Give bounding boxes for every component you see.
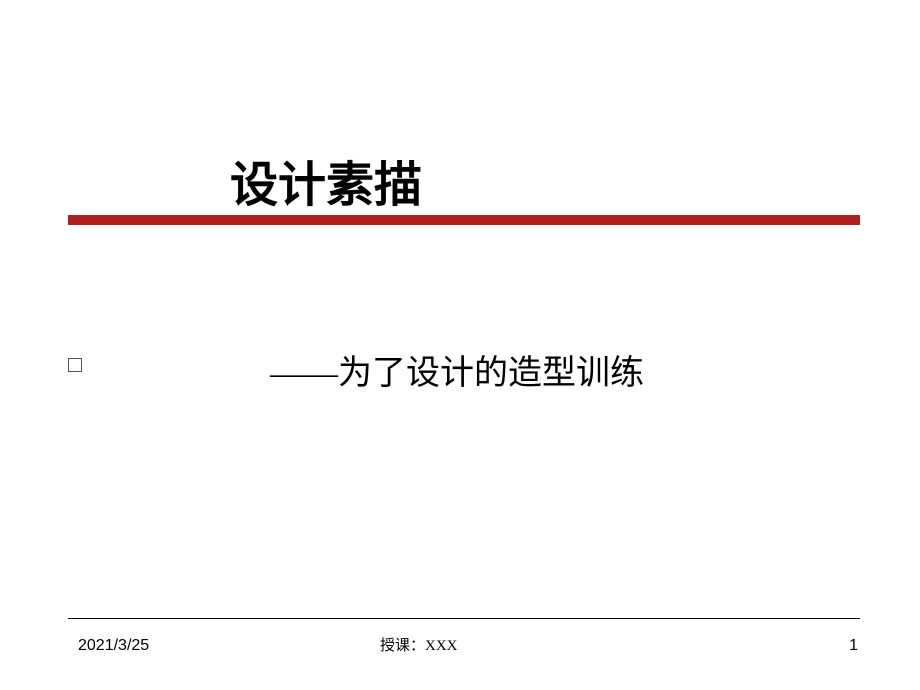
slide-subtitle: ——为了设计的造型训练 [270, 345, 644, 394]
title-divider [68, 215, 860, 225]
slide-title: 设计素描 [230, 145, 422, 215]
footer-author: 授课：XXX [380, 634, 458, 655]
slide-container: 设计素描 ——为了设计的造型训练 2021/3/25 授课：XXX 1 [0, 0, 920, 690]
footer-page-number: 1 [849, 637, 858, 655]
bullet-icon [68, 358, 82, 372]
footer-divider [68, 618, 860, 619]
footer-date: 2021/3/25 [78, 637, 149, 655]
